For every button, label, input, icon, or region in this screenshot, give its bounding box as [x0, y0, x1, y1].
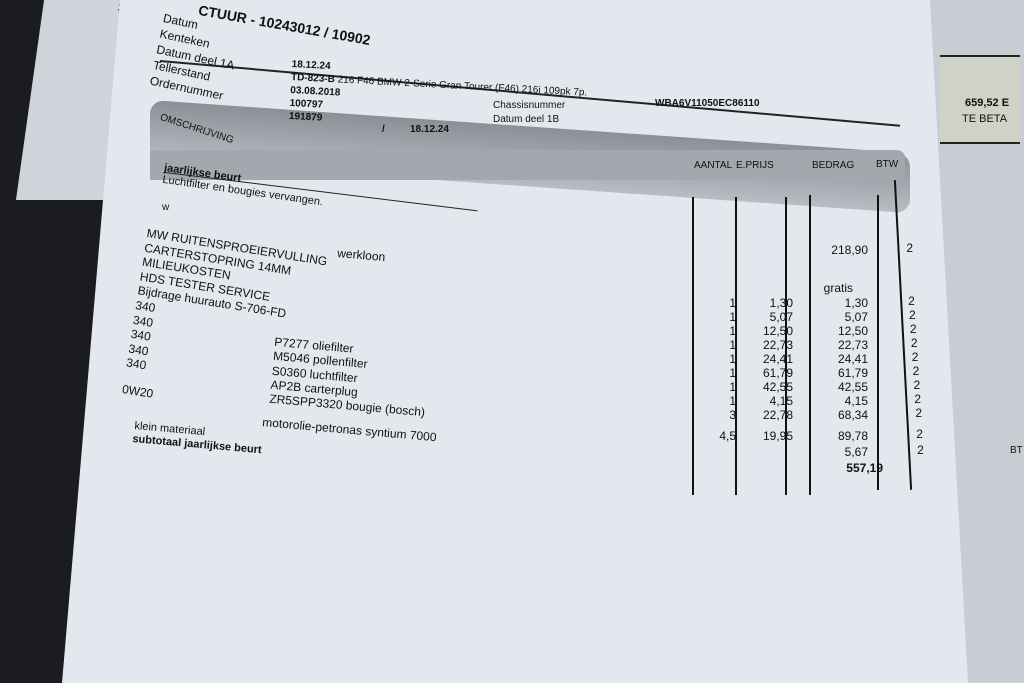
row-qty: 1	[729, 310, 736, 324]
row-qty: 1	[729, 394, 736, 408]
row-price: 19,95	[762, 429, 793, 443]
row-amount: 5,07	[844, 310, 868, 324]
item-descriptions: werkloon P7277 oliefilter M5046 pollenfilt…	[262, 246, 452, 445]
value-kenteken-text: TD-823-B	[290, 71, 336, 86]
side-sheet-text: BT	[1010, 445, 1023, 456]
header-labels: Datum Kenteken Datum deel 1A Tellerstand…	[148, 10, 242, 105]
datum-deel-1b-separator: /	[382, 124, 385, 135]
header-bedrag: BEDRAG	[812, 160, 855, 171]
row-vat: 2	[908, 294, 915, 308]
row-vat: 2	[909, 308, 916, 322]
header-aantal: AANTAL	[694, 160, 733, 171]
row-qty: 1	[729, 352, 736, 366]
row-amount: 1,30	[844, 296, 868, 310]
item-description-line: werkloon	[336, 246, 386, 265]
row-vat: 2	[910, 336, 918, 350]
row-amount: 68,34	[837, 408, 868, 422]
row-price: 22,73	[762, 338, 793, 352]
row-qty: 1	[729, 338, 736, 352]
row-vat: 2	[917, 443, 924, 457]
row-amount: 4,15	[844, 394, 868, 408]
row-amount: 5,67	[844, 445, 868, 459]
row-amount: 24,41	[837, 352, 868, 366]
header-eprijs: E.PRIJS	[736, 160, 774, 171]
total-box: 659,52 E TE BETA	[940, 55, 1020, 144]
total-due-label: TE BETA	[962, 113, 1008, 125]
row-amount: 42,55	[837, 380, 868, 394]
item-description-line: motorolie-petronas syntium 7000	[261, 415, 438, 445]
row-vat: 2	[915, 406, 922, 420]
row-qty: 1	[729, 324, 736, 338]
row-qty: 4,5	[719, 429, 736, 443]
section-code: w	[162, 202, 170, 213]
row-qty: 1	[729, 366, 736, 380]
chassis-value: WBA6V11050EC86110	[655, 98, 760, 109]
row-qty: 1	[729, 380, 736, 394]
header-btw: BTW	[876, 159, 899, 170]
row-amount: gratis	[823, 281, 853, 295]
row-vat: 2	[916, 427, 923, 441]
column-divider	[692, 197, 694, 495]
column-divider	[785, 197, 787, 495]
datum-deel-1b-value: 18.12.24	[410, 124, 449, 135]
row-amount: 89,78	[837, 429, 868, 443]
chassis-label: Chassisnummer	[493, 100, 566, 111]
row-price: 61,79	[762, 366, 793, 380]
total-due-amount: 659,52 E	[965, 97, 1010, 109]
subtotal-value: 557,19	[846, 461, 883, 475]
row-vat: 2	[906, 241, 913, 255]
row-vat: 2	[912, 364, 920, 378]
datum-deel-1b-label: Datum deel 1B	[493, 114, 560, 125]
row-price: 1,30	[769, 296, 793, 310]
row-amount: 218,90	[831, 243, 868, 257]
row-price: 4,15	[769, 394, 793, 408]
table-header-bar	[150, 150, 905, 180]
row-price: 22,78	[762, 408, 793, 422]
row-price: 5,07	[769, 310, 793, 324]
row-vat: 2	[911, 350, 919, 364]
row-amount: 22,73	[837, 338, 868, 352]
row-price: 24,41	[762, 352, 793, 366]
column-divider	[877, 195, 879, 490]
row-amount: 12,50	[837, 324, 868, 338]
column-divider	[809, 195, 811, 495]
row-qty: 1	[729, 296, 736, 310]
row-vat: 2	[909, 322, 917, 336]
row-price: 12,50	[762, 324, 793, 338]
row-price: 42,55	[762, 380, 793, 394]
column-divider	[735, 197, 737, 495]
row-vat: 2	[914, 392, 922, 406]
row-vat: 2	[913, 378, 921, 392]
row-amount: 61,79	[837, 366, 868, 380]
row-qty: 3	[729, 408, 736, 422]
